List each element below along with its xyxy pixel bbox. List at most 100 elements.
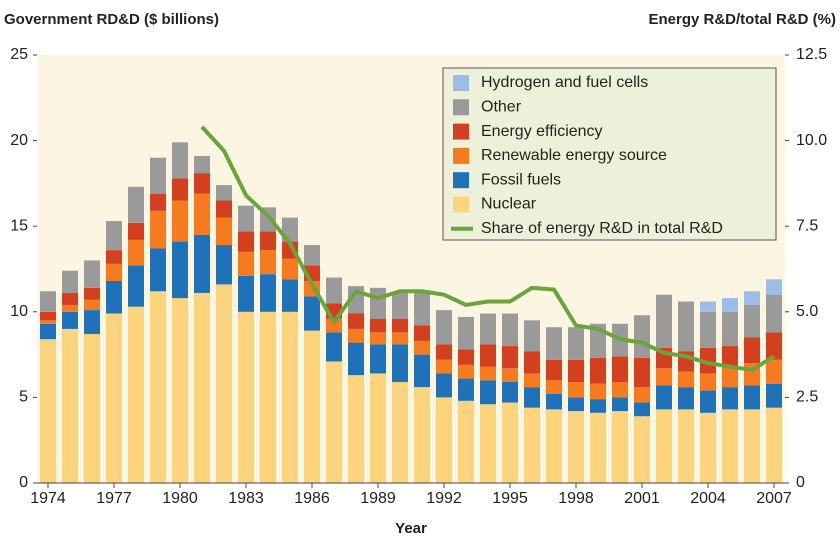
bar-segment bbox=[634, 402, 650, 417]
bar-segment bbox=[370, 318, 386, 333]
bar-segment bbox=[678, 387, 694, 410]
bar-segment bbox=[194, 234, 210, 293]
bar-segment bbox=[436, 359, 452, 374]
bar-segment bbox=[524, 320, 540, 352]
bar-segment bbox=[106, 313, 122, 483]
bar-segment bbox=[128, 239, 144, 266]
bar-segment bbox=[546, 327, 562, 360]
x-tick-label: 1995 bbox=[492, 490, 528, 507]
bar-segment bbox=[326, 332, 342, 362]
bar-segment bbox=[326, 361, 342, 483]
bar-segment bbox=[700, 390, 716, 413]
bar-segment bbox=[62, 328, 78, 483]
bar-segment bbox=[84, 260, 100, 288]
x-tick-label: 1983 bbox=[228, 490, 264, 507]
bar-segment bbox=[458, 400, 474, 483]
bar-segment bbox=[348, 313, 364, 329]
bar-segment bbox=[194, 156, 210, 174]
bar-segment bbox=[370, 287, 386, 319]
bar-segment bbox=[128, 222, 144, 240]
legend-label: Share of energy R&D in total R&D bbox=[481, 220, 723, 237]
x-tick-label: 1989 bbox=[360, 490, 396, 507]
bar-segment bbox=[392, 381, 408, 483]
bar-segment bbox=[436, 310, 452, 345]
bar-segment bbox=[260, 311, 276, 483]
bar-segment bbox=[172, 298, 188, 483]
bar-segment bbox=[326, 318, 342, 333]
y2-tick-label: 10.0 bbox=[796, 132, 827, 149]
bar-segment bbox=[304, 330, 320, 483]
bar-segment bbox=[458, 364, 474, 379]
bar-segment bbox=[304, 245, 320, 266]
bar-segment bbox=[480, 404, 496, 483]
bar-segment bbox=[678, 301, 694, 352]
bar-segment bbox=[502, 402, 518, 483]
legend-label: Fossil fuels bbox=[481, 171, 561, 188]
y-tick-label: 10 bbox=[10, 303, 28, 320]
x-tick-label: 1974 bbox=[30, 490, 66, 507]
bar-segment bbox=[744, 409, 760, 483]
y2-axis-label: Energy R&D/total R&D (%) bbox=[648, 11, 836, 28]
bar-segment bbox=[282, 311, 298, 483]
bar-segment bbox=[128, 306, 144, 483]
bar-segment bbox=[216, 245, 232, 285]
bar-segment bbox=[150, 193, 166, 211]
bar-segment bbox=[766, 294, 782, 333]
x-axis-label: Year bbox=[395, 520, 427, 537]
bar-segment bbox=[348, 375, 364, 483]
bar-segment bbox=[612, 381, 628, 398]
bar-segment bbox=[766, 359, 782, 384]
bar-segment bbox=[436, 373, 452, 398]
bar-segment bbox=[700, 301, 716, 312]
x-tick-label: 1998 bbox=[558, 490, 594, 507]
bar-segment bbox=[722, 366, 738, 388]
bar-segment bbox=[458, 349, 474, 365]
bar-segment bbox=[744, 385, 760, 410]
bar-segment bbox=[414, 340, 430, 355]
bar-segment bbox=[106, 263, 122, 281]
bar-segment bbox=[216, 284, 232, 483]
bar-segment bbox=[106, 250, 122, 264]
bar-segment bbox=[414, 325, 430, 341]
bar-segment bbox=[84, 299, 100, 311]
bar-segment bbox=[106, 221, 122, 251]
bar-segment bbox=[414, 292, 430, 326]
bar-segment bbox=[480, 344, 496, 367]
bar-segment bbox=[150, 157, 166, 194]
y-tick-label: 0 bbox=[19, 474, 28, 491]
y-tick-label: 20 bbox=[10, 132, 28, 149]
bar-segment bbox=[326, 277, 342, 304]
bar-segment bbox=[590, 358, 606, 384]
bar-segment bbox=[194, 173, 210, 194]
bar-segment bbox=[656, 409, 672, 483]
bar-segment bbox=[414, 354, 430, 388]
bar-segment bbox=[392, 332, 408, 345]
y-tick-label: 25 bbox=[10, 46, 28, 63]
y2-tick-label: 12.5 bbox=[796, 46, 827, 63]
bar-segment bbox=[744, 291, 760, 305]
bar-segment bbox=[546, 359, 562, 381]
bar-segment bbox=[722, 387, 738, 410]
bar-segment bbox=[722, 409, 738, 483]
bar-segment bbox=[590, 412, 606, 483]
bar-segment bbox=[304, 296, 320, 331]
bar-segment bbox=[62, 311, 78, 329]
bar-segment bbox=[260, 250, 276, 275]
bar-segment bbox=[40, 311, 56, 321]
bar-segment bbox=[84, 310, 100, 335]
x-tick-label: 2007 bbox=[756, 490, 792, 507]
x-tick-label: 1986 bbox=[294, 490, 330, 507]
bar-segment bbox=[216, 217, 232, 246]
legend-label: Renewable energy source bbox=[481, 147, 667, 164]
bar-segment bbox=[634, 387, 650, 403]
bar-segment bbox=[238, 311, 254, 483]
bar-segment bbox=[612, 356, 628, 382]
x-tick-label: 1980 bbox=[162, 490, 198, 507]
x-tick-label: 1992 bbox=[426, 490, 462, 507]
legend-swatch bbox=[453, 123, 469, 140]
y-axis-label: Government RD&D ($ billions) bbox=[4, 11, 219, 28]
bar-segment bbox=[656, 294, 672, 348]
bar-segment bbox=[40, 320, 56, 324]
legend-label: Nuclear bbox=[481, 196, 537, 213]
bar-segment bbox=[766, 332, 782, 360]
